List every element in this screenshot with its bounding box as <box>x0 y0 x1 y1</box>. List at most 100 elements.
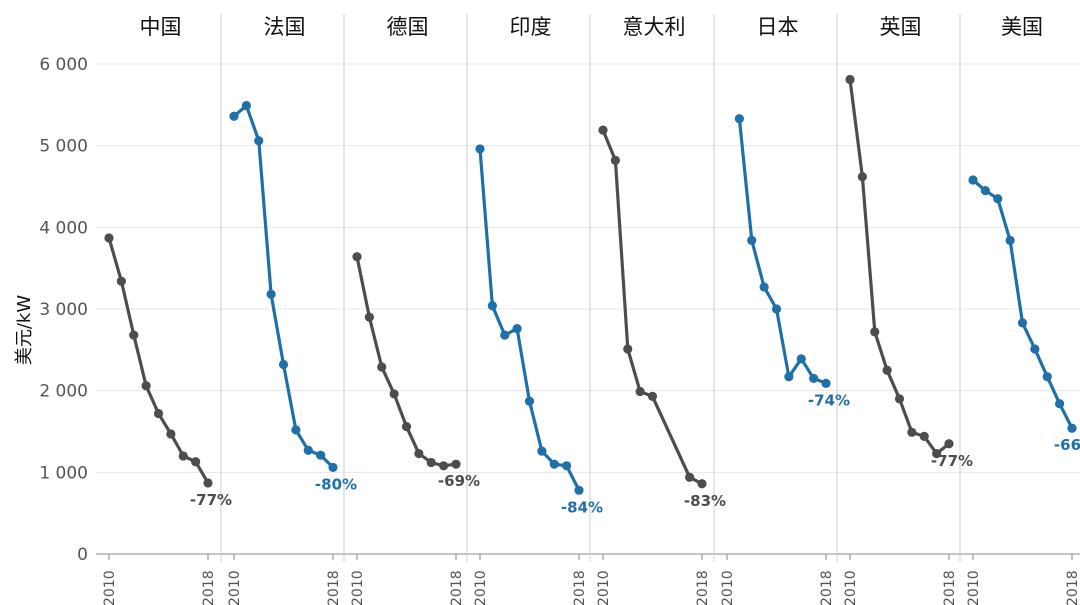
data-point <box>635 386 645 397</box>
data-point <box>328 462 338 473</box>
data-point <box>1005 235 1015 245</box>
y-tick-label: 0 <box>77 545 88 565</box>
y-axis-label: 美元/kW <box>14 295 35 365</box>
data-point <box>278 359 289 370</box>
data-point <box>141 381 151 391</box>
data-point <box>907 427 917 437</box>
panel-title: 日本 <box>757 15 799 39</box>
panel-title: 德国 <box>387 15 429 39</box>
data-point <box>1017 318 1028 328</box>
x-tick-label: 2018 <box>449 570 465 605</box>
x-tick-label: 2018 <box>942 570 958 605</box>
data-point <box>574 485 584 495</box>
data-point <box>153 408 164 419</box>
panel-title: 法国 <box>264 15 306 39</box>
data-point <box>821 378 831 388</box>
y-tick-label: 3 000 <box>39 300 88 320</box>
x-tick-label: 2018 <box>572 570 588 605</box>
change-percentage-label: -77% <box>931 452 973 470</box>
x-tick-label: 2018 <box>819 570 835 605</box>
data-point <box>254 136 264 146</box>
change-percentage-label: -83% <box>684 492 726 510</box>
data-point <box>451 459 461 469</box>
data-point <box>352 252 362 262</box>
data-point <box>932 448 942 459</box>
change-percentage-label: -77% <box>190 491 232 509</box>
change-percentage-label: -84% <box>561 498 603 516</box>
change-percentage-label: -69% <box>438 472 480 490</box>
data-point <box>203 478 213 488</box>
panel-title: 印度 <box>510 15 552 39</box>
data-point <box>229 111 239 121</box>
data-point <box>266 289 276 299</box>
data-point <box>1030 344 1040 354</box>
x-tick-label: 2010 <box>843 570 859 605</box>
y-tick-label: 6 000 <box>39 55 88 75</box>
data-point <box>894 394 905 404</box>
data-point <box>129 330 139 340</box>
change-percentage-label: -66% <box>1054 436 1080 454</box>
data-point <box>1042 372 1052 382</box>
panel-title: 英国 <box>880 15 922 39</box>
data-point <box>178 451 188 461</box>
data-point <box>303 445 313 455</box>
panel-title: 中国 <box>140 15 182 39</box>
y-tick-label: 1 000 <box>39 463 88 483</box>
data-point <box>870 327 880 337</box>
x-tick-label: 2010 <box>720 570 736 605</box>
data-point <box>980 185 990 196</box>
x-tick-label: 2010 <box>473 570 489 605</box>
data-point <box>968 175 978 185</box>
change-percentage-label: -74% <box>808 391 850 409</box>
data-point <box>771 304 782 314</box>
y-tick-label: 5 000 <box>39 137 88 157</box>
data-point <box>426 457 436 468</box>
data-point <box>389 389 399 399</box>
data-point <box>487 301 497 311</box>
y-tick-label: 2 000 <box>39 382 88 402</box>
series-line <box>478 147 581 492</box>
data-point <box>747 235 757 245</box>
x-tick-label: 2018 <box>326 570 342 605</box>
x-tick-label: 2018 <box>695 570 711 605</box>
data-point <box>166 429 176 439</box>
data-point <box>882 365 892 375</box>
data-point <box>1055 399 1065 409</box>
data-point <box>439 461 449 471</box>
data-point <box>116 276 126 286</box>
change-percentage-label: -80% <box>315 475 357 493</box>
data-point <box>537 446 547 456</box>
data-point <box>784 372 794 382</box>
x-tick-label: 2010 <box>966 570 982 605</box>
data-point <box>623 344 633 354</box>
data-point <box>401 422 412 432</box>
data-point <box>993 194 1003 204</box>
x-tick-label: 2010 <box>227 570 243 605</box>
data-point <box>1067 423 1077 433</box>
x-tick-label: 2010 <box>102 570 118 605</box>
data-point <box>759 282 769 292</box>
data-point <box>512 324 522 334</box>
data-point <box>414 448 424 459</box>
data-point <box>291 425 301 435</box>
data-point <box>796 354 806 364</box>
series-line <box>232 103 335 469</box>
data-point <box>524 396 535 406</box>
data-point <box>857 172 867 182</box>
data-point <box>685 472 695 482</box>
data-point <box>475 144 485 154</box>
panel-title: 意大利 <box>623 15 686 39</box>
data-point <box>734 114 744 124</box>
data-point <box>549 459 559 469</box>
data-point <box>500 330 510 340</box>
data-point <box>845 74 855 85</box>
data-point <box>610 155 620 165</box>
data-point <box>364 312 374 322</box>
data-point <box>944 439 954 449</box>
data-point <box>919 431 929 441</box>
data-point <box>316 450 326 460</box>
data-point <box>697 479 707 489</box>
x-tick-label: 2018 <box>1065 570 1080 605</box>
